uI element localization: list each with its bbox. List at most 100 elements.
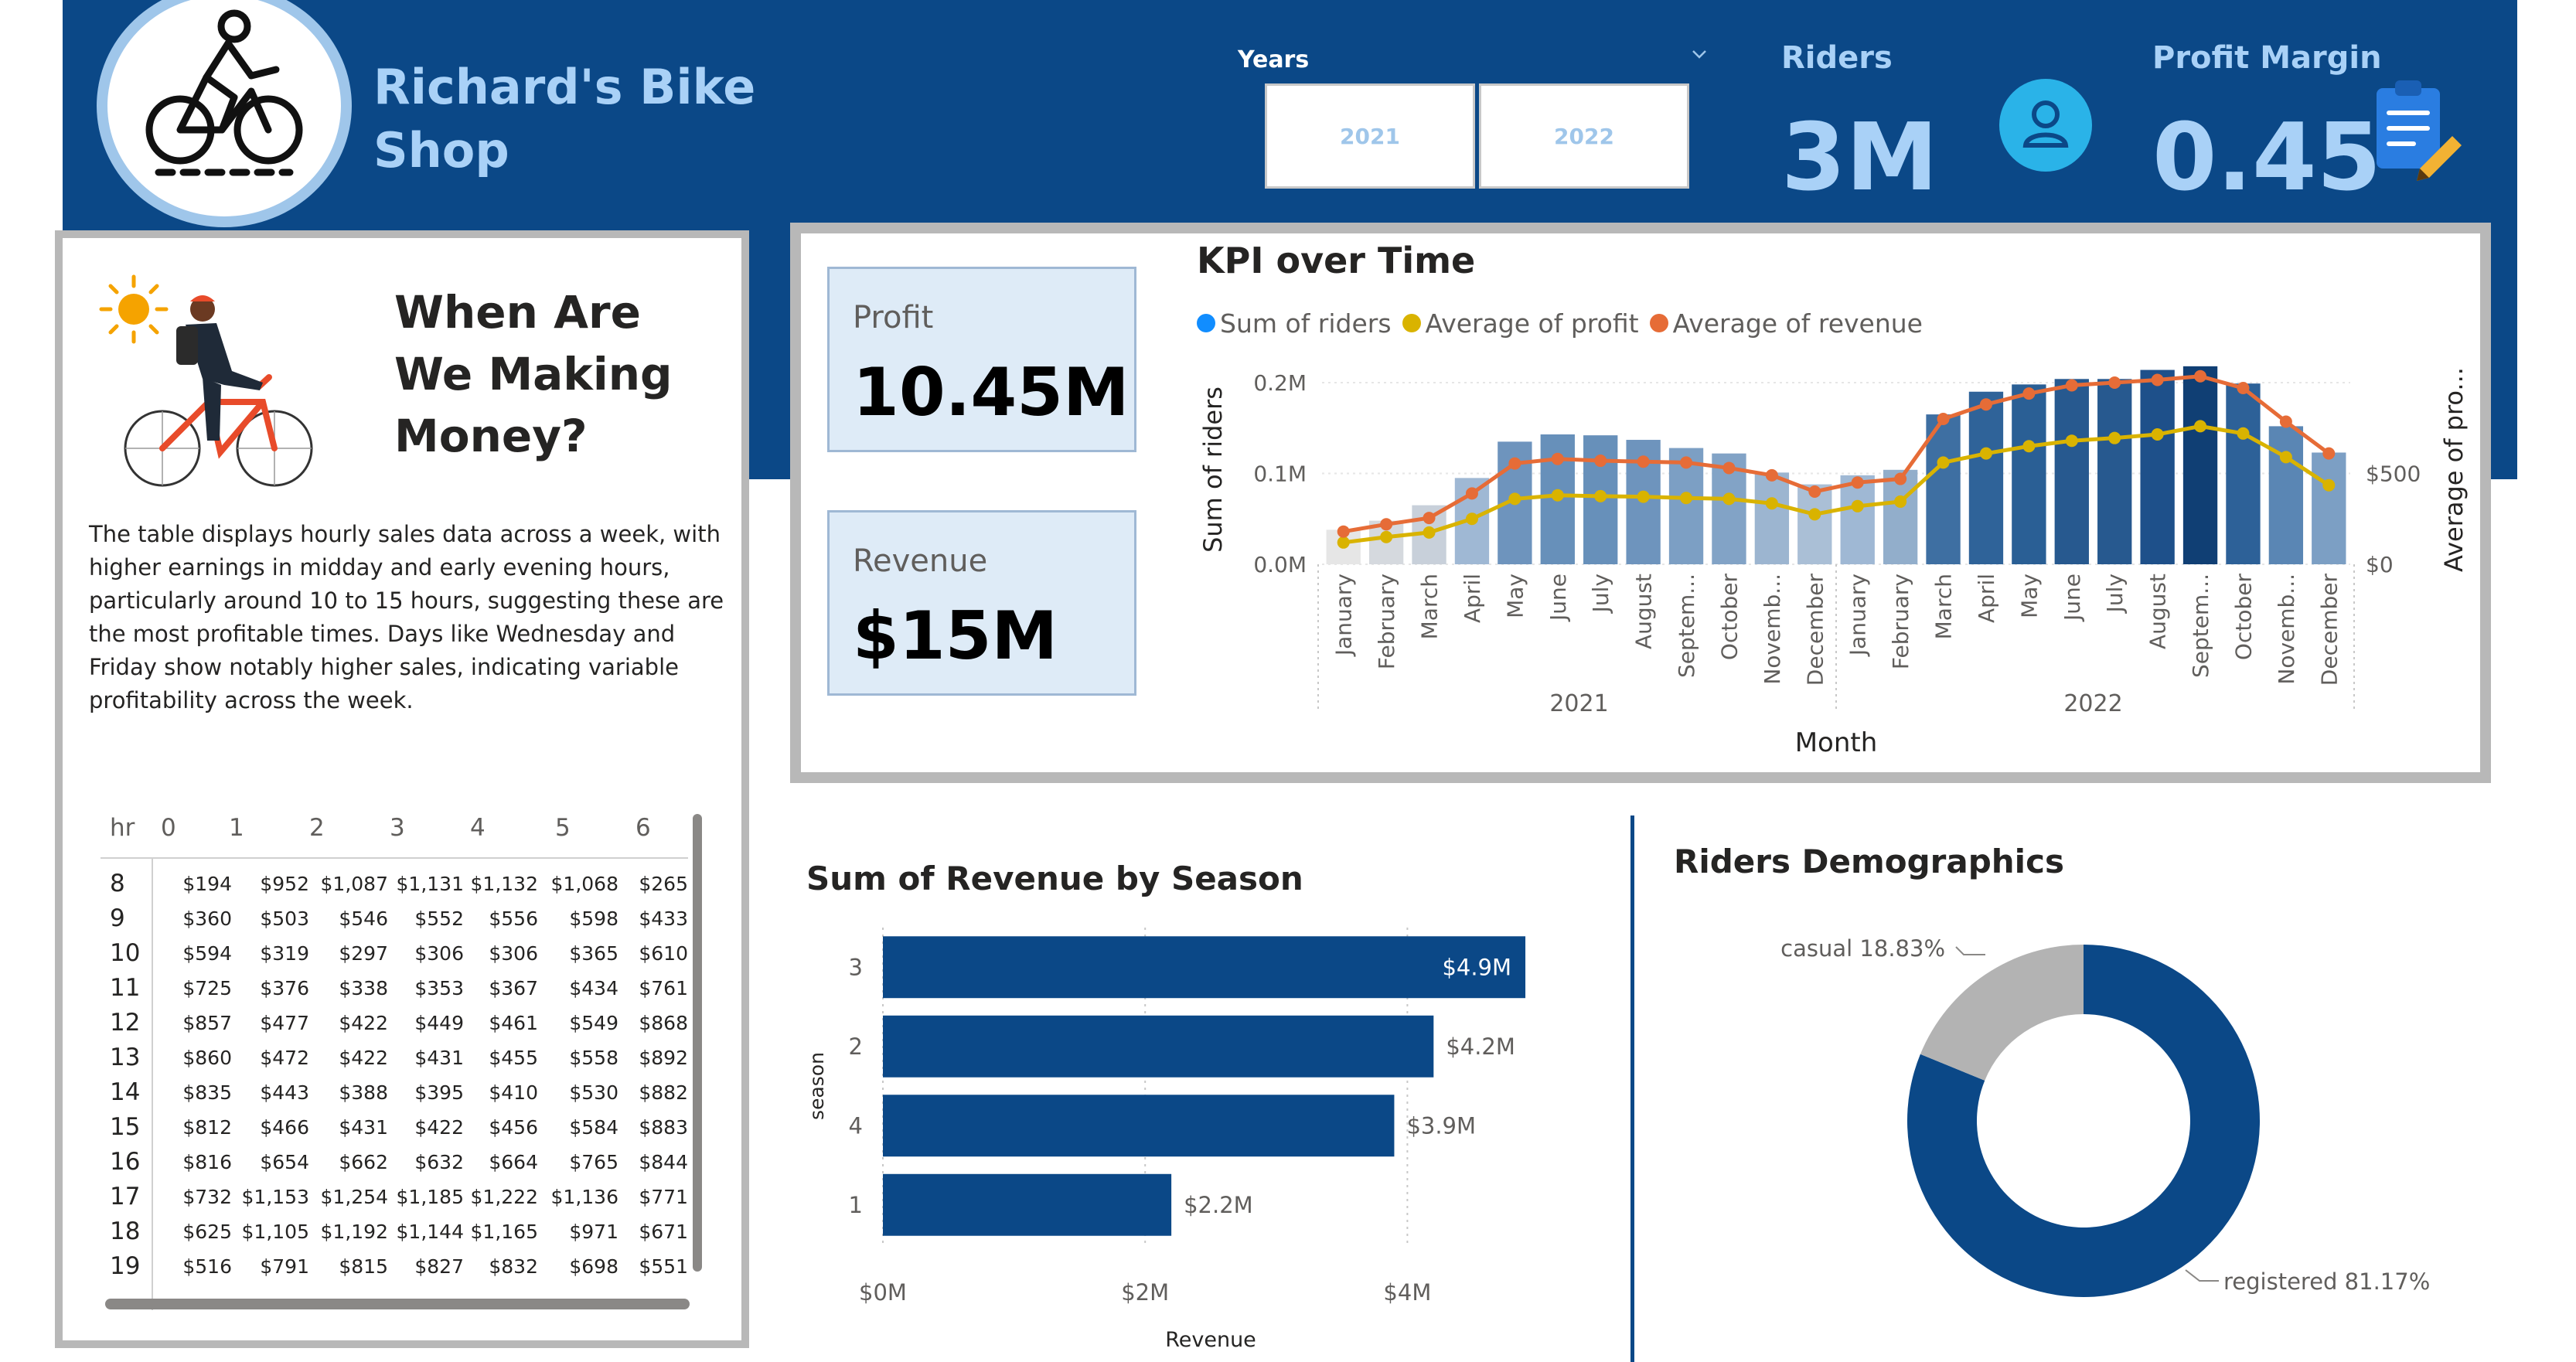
- matrix-cell[interactable]: $443: [260, 1081, 309, 1104]
- chart-bar[interactable]: [883, 1015, 1434, 1078]
- matrix-cell[interactable]: $376: [260, 977, 309, 999]
- matrix-cell[interactable]: $265: [639, 873, 688, 895]
- matrix-cell[interactable]: $584: [569, 1116, 618, 1139]
- data-point[interactable]: [1508, 457, 1521, 470]
- revenue-card[interactable]: Revenue $15M: [827, 510, 1136, 696]
- legend-item-riders[interactable]: Sum of riders: [1197, 308, 1392, 339]
- matrix-cell[interactable]: $1,131: [396, 873, 464, 895]
- matrix-cell[interactable]: $433: [639, 907, 688, 930]
- matrix-cell[interactable]: $835: [182, 1081, 232, 1104]
- data-point[interactable]: [2322, 447, 2336, 460]
- matrix-cell[interactable]: $297: [339, 942, 388, 965]
- matrix-cell[interactable]: $1,254: [320, 1186, 388, 1208]
- data-point[interactable]: [1680, 492, 1693, 505]
- legend-item-profit[interactable]: Average of profit: [1402, 308, 1639, 339]
- data-point[interactable]: [1337, 536, 1350, 549]
- data-point[interactable]: [1508, 492, 1521, 506]
- data-point[interactable]: [1979, 398, 1992, 411]
- matrix-col-header[interactable]: 2: [309, 814, 325, 842]
- chart-bar[interactable]: [1754, 472, 1790, 564]
- data-point[interactable]: [1722, 461, 1736, 475]
- matrix-cell[interactable]: $365: [569, 942, 618, 965]
- matrix-cell[interactable]: $367: [489, 977, 538, 999]
- matrix-col-header[interactable]: 6: [635, 814, 651, 842]
- data-point[interactable]: [1465, 512, 1478, 526]
- data-point[interactable]: [1594, 455, 1607, 468]
- data-point[interactable]: [2279, 415, 2292, 428]
- matrix-cell[interactable]: $594: [182, 942, 232, 965]
- data-point[interactable]: [1894, 495, 1907, 508]
- matrix-cell[interactable]: $815: [339, 1255, 388, 1278]
- year-option-2022[interactable]: 2022: [1479, 83, 1689, 189]
- matrix-cell[interactable]: $530: [569, 1081, 618, 1104]
- matrix-cell[interactable]: $516: [182, 1255, 232, 1278]
- matrix-cell[interactable]: $844: [639, 1151, 688, 1173]
- data-point[interactable]: [1637, 490, 1650, 503]
- matrix-cell[interactable]: $395: [414, 1081, 464, 1104]
- matrix-cell[interactable]: $1,087: [320, 873, 388, 895]
- matrix-cell[interactable]: $1,132: [470, 873, 538, 895]
- matrix-cell[interactable]: $431: [414, 1047, 464, 1069]
- data-point[interactable]: [2279, 451, 2292, 464]
- data-point[interactable]: [1851, 476, 1864, 489]
- matrix-cell[interactable]: $625: [182, 1221, 232, 1243]
- revenue-by-season-chart[interactable]: $0M $2M $4M 3 $4.9M 2 $4.2M 4 $3.9M 1 $2.2M Revenue…: [796, 912, 1569, 1362]
- matrix-cell[interactable]: $477: [260, 1012, 309, 1034]
- matrix-col-header[interactable]: 3: [390, 814, 405, 842]
- chart-bar[interactable]: [2268, 426, 2304, 564]
- data-point[interactable]: [2108, 376, 2121, 389]
- data-point[interactable]: [1551, 452, 1564, 465]
- matrix-cell[interactable]: $1,192: [320, 1221, 388, 1243]
- matrix-col-header[interactable]: 0: [161, 814, 176, 842]
- matrix-cell[interactable]: $360: [182, 907, 232, 930]
- chart-bar[interactable]: [2140, 369, 2175, 564]
- matrix-cell[interactable]: $883: [639, 1116, 688, 1139]
- chart-bar[interactable]: [2182, 366, 2218, 564]
- riders-demographics-donut[interactable]: registered 81.17% casual 18.83%: [1778, 912, 2551, 1345]
- data-point[interactable]: [1594, 489, 1607, 502]
- matrix-cell[interactable]: $791: [260, 1255, 309, 1278]
- data-point[interactable]: [2322, 478, 2336, 492]
- matrix-vertical-scrollbar[interactable]: [693, 814, 702, 1272]
- matrix-cell[interactable]: $194: [182, 873, 232, 895]
- chart-bar[interactable]: [1968, 391, 2004, 564]
- data-point[interactable]: [1337, 525, 1350, 538]
- chart-bar[interactable]: [883, 1095, 1395, 1157]
- matrix-col-header[interactable]: 1: [229, 814, 244, 842]
- data-point[interactable]: [2108, 431, 2121, 444]
- data-point[interactable]: [1722, 492, 1736, 506]
- matrix-cell[interactable]: $662: [339, 1151, 388, 1173]
- data-point[interactable]: [1380, 518, 1393, 531]
- matrix-col-header[interactable]: 5: [555, 814, 571, 842]
- chart-bar[interactable]: [883, 936, 1526, 999]
- matrix-cell[interactable]: $552: [414, 907, 464, 930]
- data-point[interactable]: [1765, 468, 1778, 482]
- chart-bar[interactable]: [2226, 383, 2261, 564]
- data-point[interactable]: [1851, 499, 1864, 512]
- matrix-cell[interactable]: $765: [569, 1151, 618, 1173]
- matrix-cell[interactable]: $449: [414, 1012, 464, 1034]
- matrix-cell[interactable]: $422: [414, 1116, 464, 1139]
- data-point[interactable]: [1423, 526, 1436, 539]
- matrix-cell[interactable]: $410: [489, 1081, 538, 1104]
- data-point[interactable]: [1937, 413, 1950, 425]
- matrix-cell[interactable]: $892: [639, 1047, 688, 1069]
- data-point[interactable]: [1979, 447, 1992, 460]
- matrix-cell[interactable]: $827: [414, 1255, 464, 1278]
- matrix-cell[interactable]: $434: [569, 977, 618, 999]
- matrix-cell[interactable]: $422: [339, 1012, 388, 1034]
- matrix-cell[interactable]: $466: [260, 1116, 309, 1139]
- profit-card[interactable]: Profit 10.45M: [827, 267, 1136, 452]
- year-option-2021[interactable]: 2021: [1265, 83, 1475, 189]
- matrix-cell[interactable]: $306: [414, 942, 464, 965]
- matrix-cell[interactable]: $1,144: [396, 1221, 464, 1243]
- matrix-cell[interactable]: $353: [414, 977, 464, 999]
- chart-bar[interactable]: [1840, 475, 1875, 564]
- matrix-cell[interactable]: $1,185: [396, 1186, 464, 1208]
- donut-slice[interactable]: [1920, 945, 2084, 1081]
- matrix-cell[interactable]: $632: [414, 1151, 464, 1173]
- matrix-cell[interactable]: $671: [639, 1221, 688, 1243]
- data-point[interactable]: [1551, 489, 1564, 502]
- matrix-cell[interactable]: $598: [569, 907, 618, 930]
- matrix-cell[interactable]: $860: [182, 1047, 232, 1069]
